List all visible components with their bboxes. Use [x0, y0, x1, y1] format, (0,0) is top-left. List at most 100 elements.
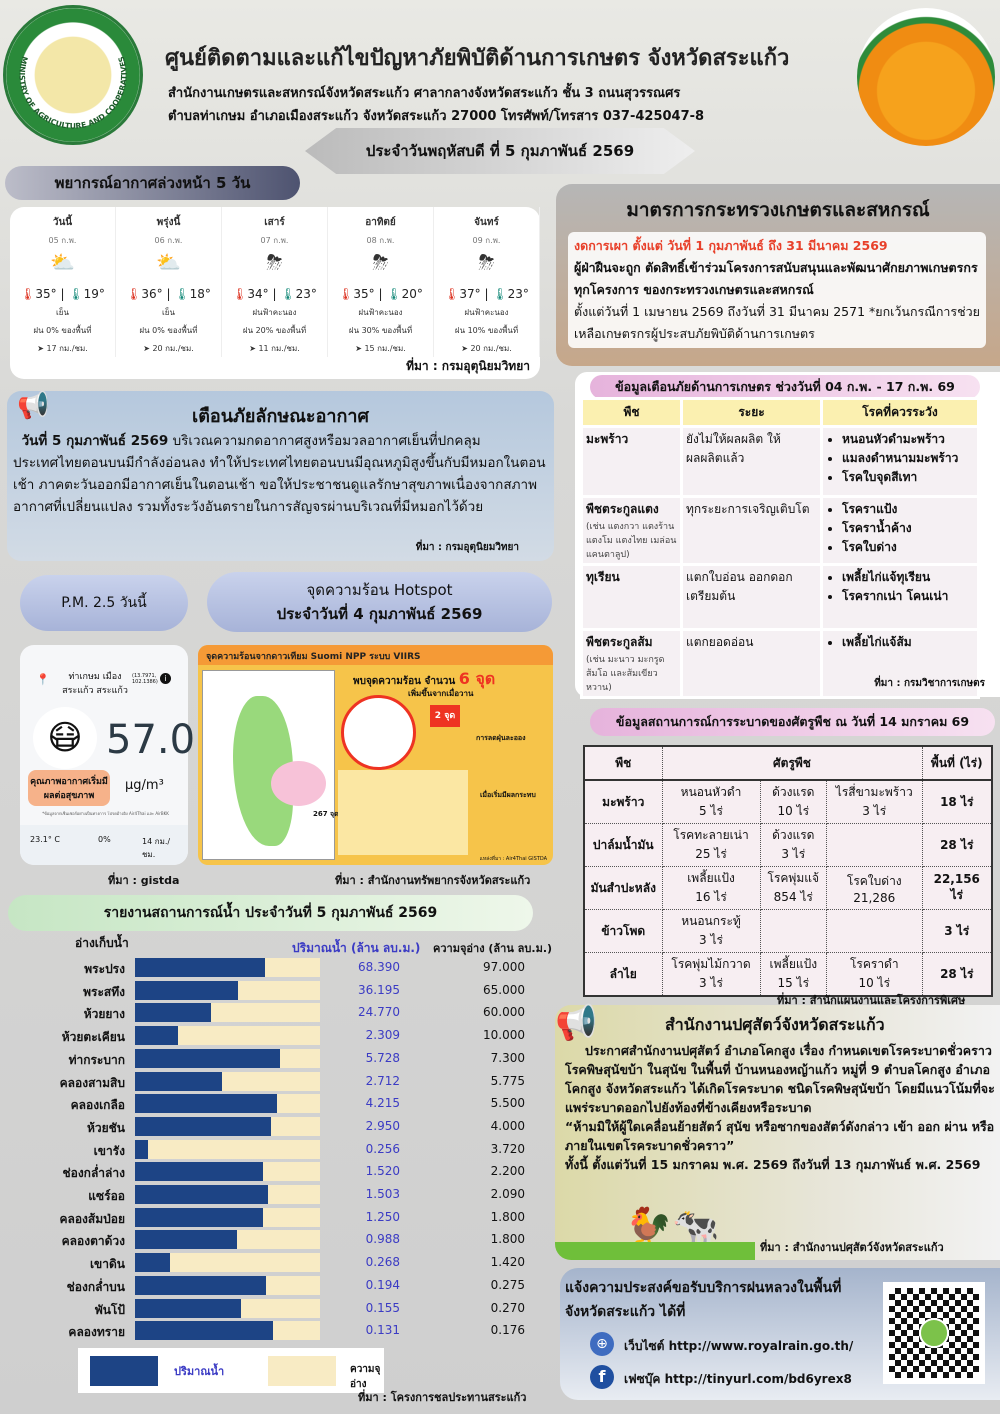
- amount-bar: [135, 1253, 170, 1273]
- temp-low: 23°: [295, 287, 317, 301]
- livestock-content: ประกาศสำนักงานปศุสัตว์ อำเภอโคกสูง เรื่อ…: [565, 1041, 995, 1174]
- pm25-value: 57.0: [106, 717, 196, 763]
- pest-total-area: 28 ไร่: [922, 823, 993, 867]
- pest-header-pests: ศัตรูพืช: [662, 746, 923, 781]
- thermometer-hot-icon: 🌡: [20, 287, 36, 301]
- pest-cell: [826, 823, 923, 867]
- capacity-bar: [135, 1094, 320, 1114]
- agri-row: พืชตระกูลส้ม (เช่น มะนาว มะกรูด ส้มโอ และ…: [580, 628, 980, 699]
- crop-name: พืชตระกูลแตง: [586, 502, 659, 516]
- livestock-body: ประกาศสำนักงานปศุสัตว์ อำเภอโคกสูง เรื่อ…: [565, 1043, 995, 1115]
- disease-item: หนอนหัวดำมะพร้าว: [842, 430, 974, 449]
- pest-name: โรคใบด่าง: [846, 873, 902, 888]
- temp-high: 35°: [35, 287, 57, 301]
- wind-direction-icon: ➤: [355, 344, 362, 353]
- reservoir-name: ช่องกล่ำบน: [66, 1279, 125, 1294]
- measures-period: ตั้งแต่วันที่ 1 เมษายน 2569 ถึงวันที่ 31…: [574, 304, 980, 341]
- hotspot-source: ที่มา : สำนักงานทรัพยากรจังหวัดสระแก้ว: [335, 874, 531, 887]
- forecast-day-name: เสาร์: [264, 217, 285, 228]
- reservoir-capacity: 0.270: [490, 1300, 525, 1315]
- reservoir-row: คลองเกลือ 4.215 5.500: [0, 1094, 560, 1114]
- capacity-bar: [135, 1139, 320, 1159]
- amount-bar: [135, 1275, 266, 1295]
- pest-area: 3 ไร่: [699, 933, 723, 947]
- reservoir-capacity: 4.000: [490, 1118, 525, 1133]
- crop-note: (เช่น มะนาว มะกรูด ส้มโอ และส้มเขียวหวาน…: [586, 655, 665, 693]
- megaphone-icon: 📢: [17, 391, 50, 421]
- reservoir-name: พันโป้: [94, 1302, 125, 1317]
- disease-item: โรคใบด่าง: [842, 538, 974, 557]
- pest-table: พืช ศัตรูพืช พื้นที่ (ไร่) มะพร้าว หนอนหัวดำ…: [583, 745, 993, 997]
- reservoir-capacity: 2.200: [490, 1164, 525, 1179]
- capacity-bar: [135, 1071, 320, 1091]
- disease-item: เพลี้ยไก่แจ้ทุเรียน: [842, 568, 974, 587]
- warning-source: ที่มา : กรมอุตุนิยมวิทยา: [415, 542, 519, 553]
- agri-header: โรคที่ควรระวัง: [820, 397, 980, 428]
- amount-bar: [135, 1230, 237, 1250]
- pest-cell: เพลี้ยแป้ง 15 ไร่: [760, 952, 828, 997]
- forecast-day-name: พรุ่งนี้: [156, 217, 181, 228]
- reservoir-amount: 0.194: [365, 1277, 400, 1292]
- pest-row: ลำไย โรคพุ่มไม้กวาด 3 ไร่ เพลี้ยแป้ง 15 ไร่ โ…: [584, 952, 993, 997]
- reservoir-row: ท่ากระบาก 5.728 7.300: [0, 1048, 560, 1069]
- pest-area: 21,286: [853, 890, 896, 905]
- thermometer-cold-icon: 🌡: [280, 287, 296, 301]
- reservoir-amount: 24.770: [358, 1005, 400, 1020]
- reservoir-capacity: 10.000: [483, 1028, 525, 1043]
- reservoir-name: ท่ากระบาก: [68, 1052, 125, 1067]
- forecast-date: 05 ก.พ.: [48, 236, 77, 245]
- hotspot-increase: 2 จุด: [430, 705, 460, 727]
- reduce-dust-title: การลดฝุ่นละออง: [476, 734, 526, 742]
- livestock-panel: 📢 สำนักงานปศุสัตว์จังหวัดสระแก้ว ประกาศส…: [555, 1003, 1000, 1260]
- agri-warning-title: ข้อมูลเตือนภัยด้านการเกษตร ช่วงวันที่ 04…: [590, 375, 980, 399]
- reservoir-name: คลองทราย: [68, 1325, 125, 1340]
- disease-item: โรคราน้ำค้าง: [842, 519, 974, 538]
- forecast-condition: ฝนฟ้าคะนอง: [358, 308, 403, 317]
- facebook-link[interactable]: เฟซบุ๊ค http://tinyurl.com/bd6yrex8: [624, 1372, 852, 1386]
- reservoir-row: เขารัง 0.256 3.720: [0, 1139, 560, 1160]
- location-pin-icon: 📍: [36, 673, 50, 686]
- temp-low: 20°: [401, 287, 423, 301]
- thailand-map: [202, 670, 335, 860]
- pest-crop: ปาล์มน้ำมัน: [584, 823, 663, 867]
- reservoir-capacity: 1.800: [490, 1232, 525, 1247]
- reservoir-capacity: 1.420: [490, 1255, 525, 1270]
- water-title-text: รายงานสถานการณ์น้ำ ประจำวันที่ 5 กุมภาพั…: [103, 905, 438, 921]
- amount-bar: [135, 1321, 273, 1341]
- partly-cloudy-icon: ⛅: [50, 250, 75, 274]
- pest-area: 10 ไร่: [858, 976, 891, 990]
- warning-body: วันที่ 5 กุมภาพันธ์ 2569 บริเวณความกดอาก…: [7, 430, 554, 518]
- pm25-coords: (13.7971, 102.1386): [132, 673, 158, 685]
- humidity-value: 0%: [98, 835, 111, 844]
- qr-code[interactable]: [883, 1282, 985, 1384]
- measures-title: มาตรการกระทรวงเกษตรและสหกรณ์: [626, 199, 930, 221]
- district-table: [338, 770, 468, 855]
- reservoir-amount: 4.215: [365, 1096, 400, 1111]
- pest-header-area: พื้นที่ (ไร่): [922, 746, 993, 781]
- reservoir-amount: 1.520: [365, 1164, 400, 1179]
- water-source: ที่มา : โครงการชลประทานสระแก้ว: [358, 1391, 527, 1404]
- temp-high: 37°: [459, 287, 481, 301]
- measures-burn-ban: งดการเผา ตั้งแต่ วันที่ 1 กุมภาพันธ์ ถึง…: [574, 238, 888, 253]
- pest-cell: หนอนหัวดำ 5 ไร่: [662, 780, 761, 824]
- forecast-title-text: พยากรณ์อากาศล่วงหน้า 5 วัน: [54, 174, 251, 192]
- reservoir-amount: 2.309: [365, 1028, 400, 1043]
- info-icon[interactable]: i: [160, 673, 171, 684]
- pest-name: เพลี้ยแป้ง: [687, 871, 735, 885]
- pest-title: ข้อมูลสถานการณ์การระบาดของศัตรูพืช ณ วัน…: [590, 708, 995, 736]
- reservoir-capacity: 5.500: [490, 1096, 525, 1111]
- pest-name: ด้วงแรด: [772, 828, 815, 842]
- hotspot-title-1: จุดความร้อน Hotspot: [306, 581, 453, 599]
- thermometer-cold-icon: 🌡: [492, 287, 508, 301]
- livestock-quote: “ห้ามมิให้ผู้ใดเคลื่อนย้ายสัตว์ สุนัข หร…: [565, 1119, 995, 1153]
- capacity-bar: [135, 1003, 320, 1023]
- pm25-card: 📍 ท่าเกษม เมือง สระแก้ว สระแก้ว (13.7971…: [20, 645, 195, 865]
- crop-name: พืชตระกูลส้ม: [586, 635, 653, 649]
- forecast-title: พยากรณ์อากาศล่วงหน้า 5 วัน: [5, 166, 300, 200]
- amount-bar: [135, 1026, 178, 1046]
- date-text: ประจำวันพฤหัสบดี ที่ 5 กุมภาพันธ์ 2569: [365, 142, 635, 160]
- website-link[interactable]: เว็บไซต์ http://www.royalrain.go.th/: [624, 1339, 854, 1353]
- reservoir-amount: 2.712: [365, 1073, 400, 1088]
- reservoir-row: ห้วยตะเคียน 2.309 10.000: [0, 1026, 560, 1046]
- svg-text:MINISTRY OF AGRICULTURE AND CO: MINISTRY OF AGRICULTURE AND COOPERATIVES: [17, 55, 128, 130]
